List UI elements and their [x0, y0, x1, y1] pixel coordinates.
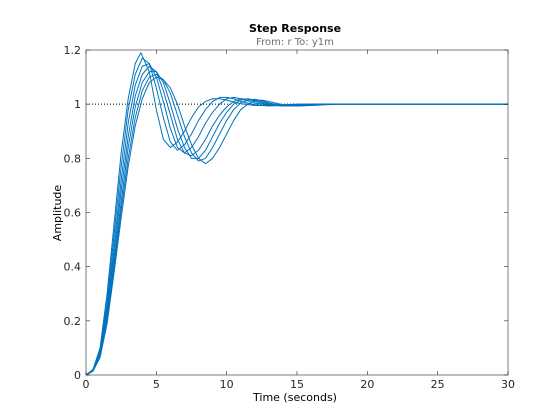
x-tick-label: 25 [431, 378, 445, 391]
x-tick-label: 15 [290, 378, 304, 391]
x-tick-label: 0 [83, 378, 90, 391]
tick-layer: 0 5 10 15 20 25 30 0 0.2 0.4 0.6 0.8 1 1.2 [64, 44, 516, 391]
y-tick-label: 0.4 [64, 261, 82, 274]
y-tick-label: 0.6 [64, 207, 82, 220]
x-tick-label: 30 [501, 378, 515, 391]
series-line-7 [85, 76, 508, 376]
y-tick-label: 1.2 [64, 44, 82, 57]
y-tick-label: 0 [74, 369, 81, 382]
x-tick-label: 5 [153, 378, 160, 391]
x-tick-label: 20 [360, 378, 374, 391]
series-layer [85, 52, 508, 376]
y-tick-label: 0.2 [64, 315, 82, 328]
x-axis-label: Time (seconds) [252, 391, 337, 404]
chart-title: Step Response [249, 22, 341, 35]
x-tick-label: 10 [220, 378, 234, 391]
series-line-2 [85, 57, 508, 376]
y-tick-label: 1 [74, 98, 81, 111]
chart-subtitle: From: r To: y1m [256, 37, 334, 48]
plot-area [86, 50, 508, 375]
y-tick-label: 0.8 [64, 152, 82, 165]
y-axis-label: Amplitude [51, 185, 64, 242]
